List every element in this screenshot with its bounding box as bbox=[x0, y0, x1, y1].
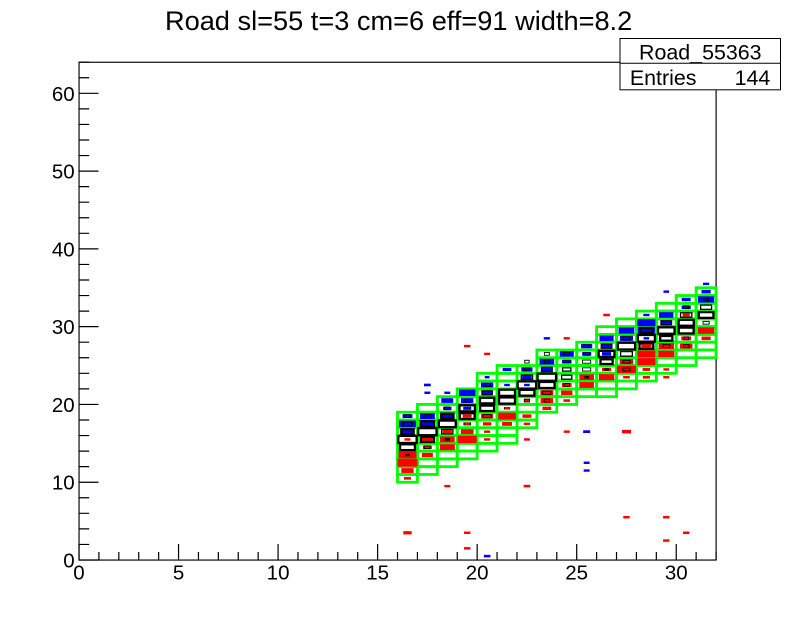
svg-text:10: 10 bbox=[52, 472, 75, 495]
svg-text:0: 0 bbox=[73, 562, 84, 585]
svg-text:Entries: Entries bbox=[630, 66, 697, 90]
svg-text:0: 0 bbox=[63, 550, 74, 573]
svg-text:30: 30 bbox=[52, 316, 75, 339]
svg-text:20: 20 bbox=[52, 394, 75, 417]
svg-text:25: 25 bbox=[565, 562, 588, 585]
svg-text:50: 50 bbox=[52, 161, 75, 184]
svg-text:20: 20 bbox=[466, 562, 489, 585]
svg-text:10: 10 bbox=[267, 562, 290, 585]
svg-text:Road sl=55 t=3 cm=6 eff=91 wid: Road sl=55 t=3 cm=6 eff=91 width=8.2 bbox=[165, 5, 632, 36]
svg-text:40: 40 bbox=[52, 238, 75, 261]
svg-text:144: 144 bbox=[735, 66, 771, 90]
svg-text:5: 5 bbox=[173, 562, 184, 585]
svg-text:15: 15 bbox=[366, 562, 389, 585]
svg-text:Road_55363: Road_55363 bbox=[639, 40, 762, 64]
svg-text:30: 30 bbox=[665, 562, 688, 585]
svg-text:60: 60 bbox=[52, 83, 75, 106]
